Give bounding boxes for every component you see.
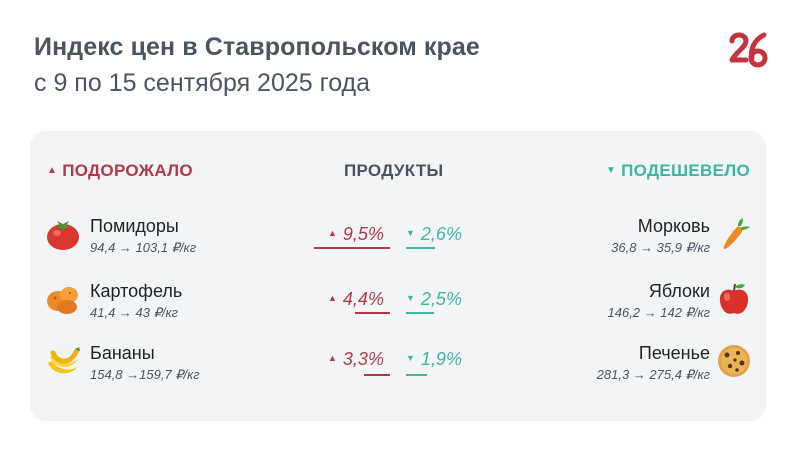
product-name: Печенье — [638, 343, 710, 363]
column-header-down-label: ПОДЕШЕВЕЛО — [621, 161, 750, 180]
decrease-value: 2,5% — [420, 289, 462, 309]
product-price: 94,4 → 103,1 ₽/кг — [90, 240, 197, 255]
column-header-up-label: ПОДОРОЖАЛО — [62, 161, 193, 180]
column-header-down: ▼ ПОДЕШЕВЕЛО — [606, 161, 750, 181]
list-item: Помидоры 94,4 → 103,1 ₽/кг ▲ 9,5% ▼ 2,6% М… — [0, 212, 800, 262]
decrease-percent: ▼ 1,9% — [406, 349, 462, 370]
triangle-up-icon: ▲ — [328, 293, 337, 303]
column-header-products: ПРОДУКТЫ — [344, 161, 444, 180]
triangle-up-icon: ▲ — [328, 228, 337, 238]
decrease-bar — [406, 247, 435, 249]
decrease-percent: ▼ 2,6% — [406, 224, 462, 245]
page-subtitle: с 9 по 15 сентября 2025 года — [34, 69, 371, 97]
product-price: 146,2 → 142 ₽/кг — [607, 305, 711, 320]
decrease-value: 2,6% — [420, 224, 462, 244]
potato-icon — [47, 287, 78, 314]
triangle-up-icon: ▲ — [47, 165, 58, 176]
column-header-up: ▲ ПОДОРОЖАЛО — [47, 161, 193, 181]
product-name: Картофель — [90, 281, 183, 301]
triangle-down-icon: ▼ — [406, 293, 415, 303]
increase-percent: ▲ 4,4% — [328, 289, 384, 310]
triangle-down-icon: ▼ — [605, 165, 617, 176]
increase-percent: ▲ 3,3% — [328, 349, 384, 370]
increase-value: 9,5% — [342, 224, 384, 244]
increase-bar — [355, 312, 390, 314]
increase-bar — [364, 374, 390, 376]
product-name: Морковь — [637, 216, 710, 236]
banana-icon — [48, 347, 80, 374]
triangle-down-icon: ▼ — [406, 228, 415, 238]
decrease-percent: ▼ 2,5% — [406, 289, 462, 310]
triangle-down-icon: ▼ — [406, 353, 415, 363]
decrease-bar — [406, 374, 427, 376]
product-name: Помидоры — [90, 216, 179, 236]
product-price: 154,8 →159,7 ₽/кг — [90, 367, 200, 382]
carrot-icon — [723, 218, 750, 250]
page-title: Индекс цен в Ставропольском крае — [34, 33, 480, 61]
product-name: Яблоки — [648, 281, 710, 301]
triangle-up-icon: ▲ — [328, 353, 337, 363]
product-price: 281,3 → 275,4 ₽/кг — [596, 367, 710, 382]
product-price: 41,4 → 43 ₽/кг — [90, 305, 179, 320]
cookie-icon — [718, 345, 750, 377]
increase-percent: ▲ 9,5% — [328, 224, 384, 245]
apple-icon — [719, 283, 749, 314]
logo-26-icon — [729, 32, 768, 68]
product-price: 36,8 → 35,9 ₽/кг — [611, 240, 710, 255]
list-item: Картофель 41,4 → 43 ₽/кг ▲ 4,4% ▼ 2,5% Ябл… — [0, 277, 800, 327]
price-card — [30, 131, 766, 421]
tomato-icon — [47, 221, 79, 250]
increase-bar — [314, 247, 390, 249]
decrease-bar — [406, 312, 434, 314]
increase-value: 3,3% — [342, 349, 384, 369]
decrease-value: 1,9% — [420, 349, 462, 369]
product-name: Бананы — [90, 343, 155, 363]
list-item: Бананы 154,8 →159,7 ₽/кг ▲ 3,3% ▼ 1,9% Печ… — [0, 339, 800, 389]
increase-value: 4,4% — [342, 289, 384, 309]
